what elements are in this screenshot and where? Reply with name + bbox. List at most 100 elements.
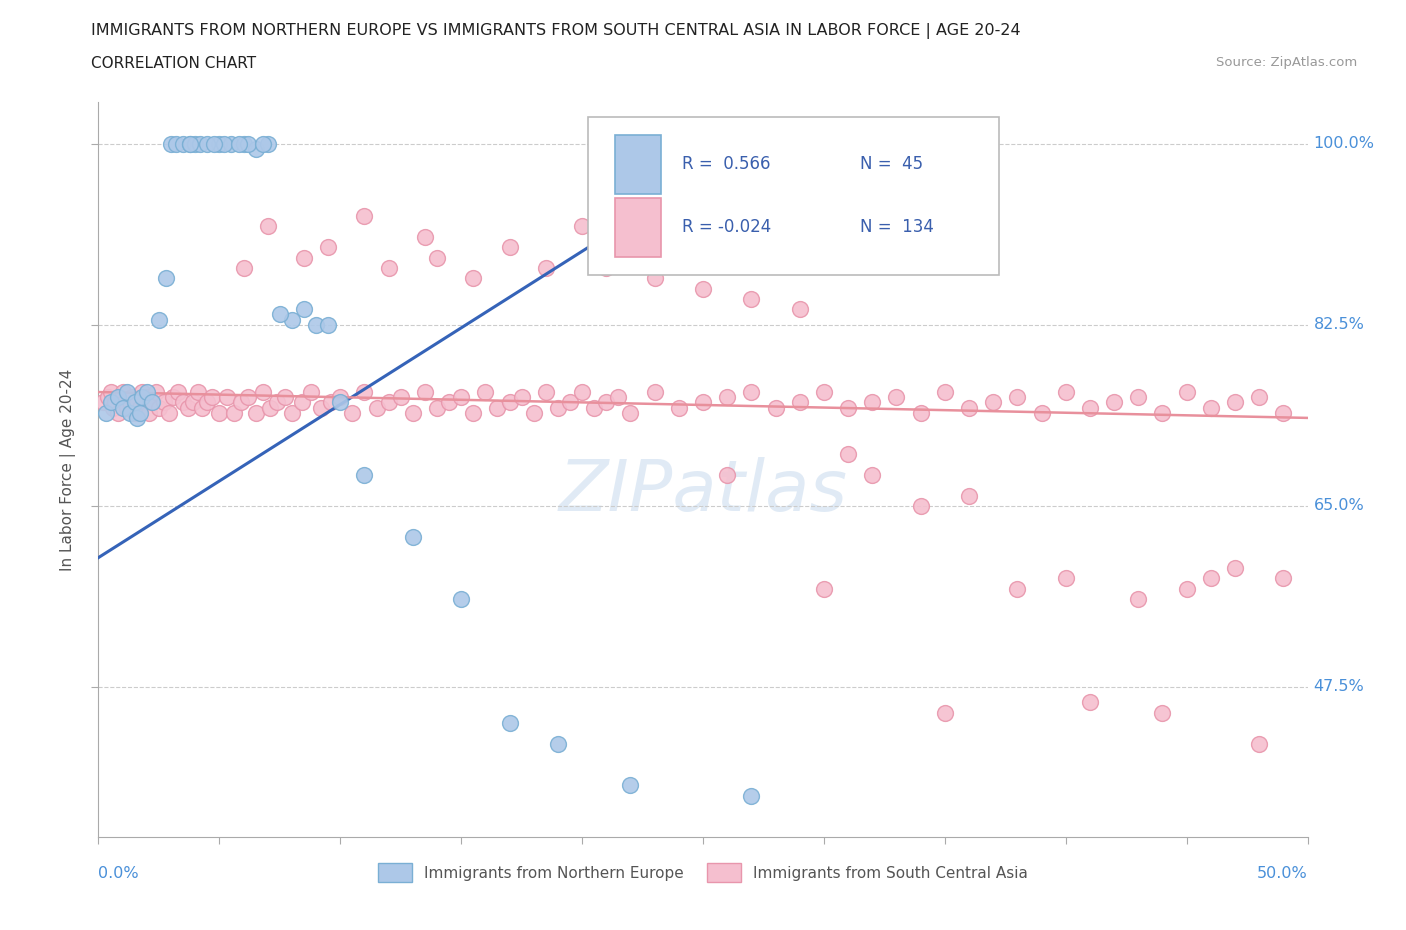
Point: [191, 400, 214, 415]
Point: [789, 302, 811, 317]
Point: [117, 400, 139, 415]
Point: [426, 250, 449, 265]
Point: [402, 529, 425, 544]
Point: [474, 385, 496, 400]
Point: [1128, 390, 1150, 405]
Point: [740, 385, 762, 400]
Point: [1102, 395, 1125, 410]
Point: [138, 405, 160, 420]
Point: [179, 137, 201, 152]
Point: [534, 385, 557, 400]
Point: [813, 581, 835, 596]
Point: [195, 137, 218, 152]
Point: [1054, 385, 1077, 400]
Point: [148, 400, 170, 415]
Point: [134, 395, 156, 410]
Point: [259, 400, 281, 415]
Point: [252, 137, 274, 152]
Point: [1007, 581, 1029, 596]
Point: [215, 390, 238, 405]
Point: [329, 395, 352, 410]
Point: [221, 137, 243, 152]
Point: [104, 395, 127, 410]
Point: [127, 395, 149, 410]
Legend: Immigrants from Northern Europe, Immigrants from South Central Asia: Immigrants from Northern Europe, Immigra…: [373, 857, 1033, 888]
Point: [1078, 400, 1101, 415]
Point: [558, 395, 581, 410]
Point: [316, 317, 339, 332]
Point: [135, 390, 157, 405]
Point: [208, 137, 231, 152]
Point: [107, 405, 129, 420]
FancyBboxPatch shape: [588, 117, 1000, 275]
Text: R =  0.566: R = 0.566: [682, 155, 770, 174]
Point: [292, 302, 315, 317]
Point: [329, 390, 352, 405]
Text: N =  134: N = 134: [860, 219, 934, 236]
Point: [131, 390, 153, 405]
Point: [184, 137, 207, 152]
Point: [740, 788, 762, 803]
Point: [256, 219, 278, 234]
Point: [111, 385, 134, 400]
Point: [177, 400, 200, 415]
Point: [402, 405, 425, 420]
Point: [644, 271, 666, 286]
Point: [1175, 385, 1198, 400]
Point: [309, 400, 332, 415]
Point: [117, 385, 139, 400]
Point: [547, 400, 569, 415]
Point: [342, 405, 364, 420]
Text: 50.0%: 50.0%: [1257, 867, 1308, 882]
Point: [299, 385, 322, 400]
Point: [165, 137, 187, 152]
Point: [152, 395, 174, 410]
Point: [1175, 581, 1198, 596]
Point: [692, 281, 714, 296]
Bar: [614, 135, 661, 193]
Point: [124, 405, 146, 420]
Point: [595, 260, 617, 275]
Point: [245, 405, 267, 420]
Point: [94, 405, 117, 420]
Point: [266, 395, 288, 410]
Text: 47.5%: 47.5%: [1313, 680, 1364, 695]
Point: [644, 385, 666, 400]
Point: [498, 395, 520, 410]
Point: [619, 777, 641, 792]
Point: [765, 400, 787, 415]
Point: [377, 260, 399, 275]
Point: [101, 400, 124, 415]
Point: [273, 390, 295, 405]
Point: [160, 137, 183, 152]
Point: [498, 716, 520, 731]
Point: [1223, 395, 1246, 410]
Point: [534, 260, 557, 275]
Point: [463, 271, 485, 286]
Point: [131, 385, 153, 400]
Text: 82.5%: 82.5%: [1313, 317, 1364, 332]
Point: [716, 468, 738, 483]
Text: 0.0%: 0.0%: [98, 867, 139, 882]
Point: [195, 395, 218, 410]
Point: [957, 488, 980, 503]
Point: [413, 230, 436, 245]
Point: [172, 137, 194, 152]
Point: [437, 395, 460, 410]
Point: [523, 405, 546, 420]
Text: ZIPatlas: ZIPatlas: [558, 458, 848, 526]
Y-axis label: In Labor Force | Age 20-24: In Labor Force | Age 20-24: [59, 368, 76, 571]
Point: [1152, 405, 1174, 420]
Point: [389, 390, 412, 405]
Point: [114, 395, 136, 410]
Point: [668, 400, 690, 415]
Point: [208, 405, 231, 420]
Point: [934, 705, 956, 720]
Point: [135, 385, 157, 400]
Point: [353, 468, 375, 483]
Point: [450, 591, 472, 606]
Point: [281, 312, 304, 327]
Text: Source: ZipAtlas.com: Source: ZipAtlas.com: [1216, 56, 1357, 69]
Point: [837, 446, 859, 461]
Point: [619, 405, 641, 420]
